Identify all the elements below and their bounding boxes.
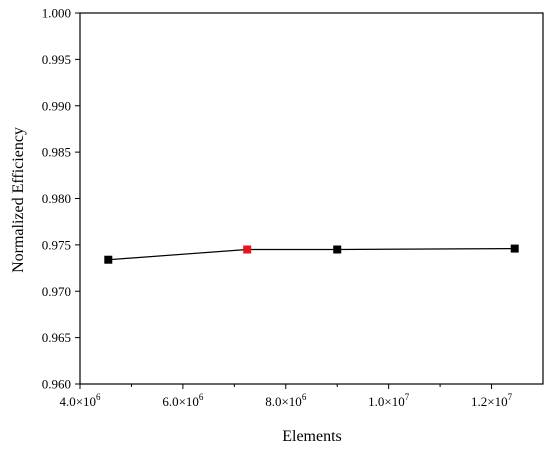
x-tick-times-ten: ×10: [487, 394, 507, 409]
y-tick-label: 0.990: [42, 98, 71, 113]
x-tick-mantissa: 1.2: [471, 394, 487, 409]
series-1: [104, 244, 519, 264]
x-tick-mantissa: 4.0: [59, 394, 75, 409]
data-point: [243, 245, 252, 254]
x-tick-mantissa: 8.0: [265, 394, 281, 409]
x-tick-times-ten: ×10: [384, 394, 404, 409]
x-axis-ticks: 4.0×106 6.0×106 8.0×106 1.0×107 1.2×107: [59, 384, 513, 409]
x-tick-label: 1.2×107: [471, 392, 513, 409]
y-tick-label: 1.000: [42, 6, 71, 21]
y-tick-label: 0.985: [42, 145, 71, 160]
y-tick-label: 0.965: [42, 330, 71, 345]
data-point: [333, 245, 342, 254]
x-tick-exponent: 7: [405, 392, 410, 402]
x-tick-times-ten: ×10: [76, 394, 96, 409]
x-tick-mantissa: 1.0: [368, 394, 384, 409]
x-tick-label: 6.0×106: [162, 392, 204, 409]
x-tick-mantissa: 6.0: [162, 394, 178, 409]
x-axis-label: Elements: [282, 428, 342, 445]
y-tick-label: 0.980: [42, 191, 71, 206]
data-point: [104, 255, 113, 264]
series-line: [108, 247, 515, 261]
x-tick-label: 8.0×106: [265, 392, 307, 409]
y-tick-label: 0.995: [42, 52, 71, 67]
x-tick-times-ten: ×10: [179, 394, 199, 409]
plot-frame: [79, 12, 544, 385]
axes: [79, 12, 544, 385]
x-tick-label: 4.0×106: [59, 392, 101, 409]
y-tick-label: 0.975: [42, 237, 71, 252]
x-tick-exponent: 6: [302, 392, 307, 402]
x-tick-exponent: 6: [96, 392, 101, 402]
x-tick-exponent: 7: [508, 392, 513, 402]
x-tick-label: 1.0×107: [368, 392, 410, 409]
data-point: [510, 244, 519, 253]
y-axis-label: Normalized Efficiency: [10, 127, 27, 273]
x-tick-exponent: 6: [199, 392, 204, 402]
y-tick-label: 0.960: [42, 377, 71, 392]
x-tick-times-ten: ×10: [281, 394, 301, 409]
y-axis-ticks: 0.960 0.965 0.970 0.975 0.980 0.985 0.990 0.995…: [42, 6, 80, 392]
y-tick-label: 0.970: [42, 284, 71, 299]
